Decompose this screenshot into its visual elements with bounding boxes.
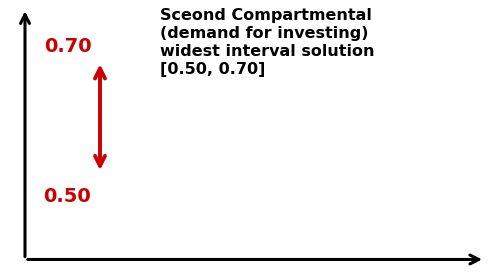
Text: Sceond Compartmental
(demand for investing)
widest interval solution
[0.50, 0.70: Sceond Compartmental (demand for investi… (160, 8, 374, 77)
Text: 0.70: 0.70 (44, 37, 92, 56)
Text: 0.50: 0.50 (44, 187, 92, 206)
